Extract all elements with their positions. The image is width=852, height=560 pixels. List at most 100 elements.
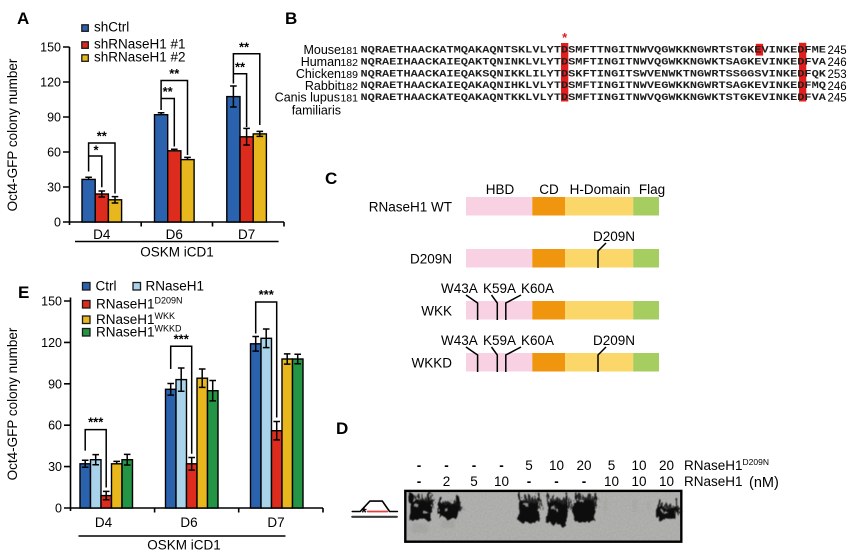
svg-text:WKKD: WKKD (412, 356, 453, 371)
svg-text:5: 5 (608, 458, 616, 473)
svg-text:-: - (417, 458, 422, 473)
svg-text:-: - (417, 474, 422, 489)
svg-text:10: 10 (631, 458, 646, 473)
svg-text:D209N: D209N (593, 229, 635, 244)
svg-text:0: 0 (55, 502, 62, 516)
svg-text:NQRAETHAACKAIEQAKSQNIKKLILYTDS: NQRAETHAACKAIEQAKSQNIKKLILYTDSKFTINGITSW… (361, 69, 826, 80)
svg-text:**: ** (169, 66, 180, 81)
svg-text:*: * (361, 504, 367, 520)
svg-text:181: 181 (340, 93, 358, 105)
svg-text:0: 0 (54, 216, 61, 230)
svg-text:20: 20 (576, 458, 591, 473)
svg-text:*: * (562, 30, 568, 45)
svg-text:**: ** (239, 40, 250, 55)
svg-text:K60A: K60A (521, 281, 554, 296)
svg-text:-: - (554, 474, 559, 489)
svg-text:D7: D7 (238, 227, 255, 242)
svg-text:CD: CD (539, 182, 559, 197)
svg-text:K59A: K59A (483, 281, 516, 296)
svg-text:150: 150 (40, 41, 61, 55)
svg-text:NQRAETHAACKAIEQAKAQNIHKLVLYTDS: NQRAETHAACKAIEQAKAQNIHKLVLYTDSMFTINGITNW… (361, 81, 826, 92)
svg-text:HBD: HBD (486, 182, 515, 197)
svg-text:5: 5 (470, 474, 478, 489)
svg-text:familiaris: familiaris (292, 104, 341, 118)
svg-text:RNaseH1WKKD: RNaseH1WKKD (96, 324, 182, 340)
svg-text:120: 120 (41, 336, 62, 350)
svg-text:D6: D6 (180, 515, 197, 530)
svg-text:Chicken: Chicken (296, 67, 341, 81)
svg-text:Ctrl: Ctrl (96, 279, 117, 294)
svg-text:246: 246 (828, 57, 847, 69)
svg-text:D4: D4 (95, 515, 113, 530)
svg-text:OSKM iCD1: OSKM iCD1 (147, 538, 221, 553)
svg-text:30: 30 (47, 181, 61, 195)
svg-text:WKK: WKK (421, 304, 452, 319)
svg-text:246: 246 (828, 81, 847, 93)
svg-text:K59A: K59A (483, 333, 516, 348)
svg-text:253: 253 (828, 69, 847, 81)
svg-text:245: 245 (828, 93, 847, 105)
svg-text:RNaseH1: RNaseH1 (684, 474, 743, 489)
svg-text:10: 10 (631, 474, 646, 489)
svg-text:-: - (582, 474, 587, 489)
svg-text:shRNaseH1 #1: shRNaseH1 #1 (94, 37, 186, 52)
svg-text:181: 181 (340, 45, 358, 57)
svg-text:5: 5 (525, 458, 533, 473)
svg-text:-: - (499, 458, 504, 473)
svg-text:Human: Human (301, 55, 341, 69)
svg-text:10: 10 (549, 458, 564, 473)
svg-text:245: 245 (828, 45, 847, 57)
svg-text:Rabbit: Rabbit (305, 79, 342, 93)
svg-text:***: *** (259, 287, 275, 302)
svg-text:**: ** (97, 129, 108, 144)
svg-text:150: 150 (41, 295, 62, 309)
svg-text:-: - (444, 458, 449, 473)
svg-text:2: 2 (443, 474, 451, 489)
svg-text:A: A (17, 9, 29, 28)
svg-text:E: E (18, 283, 29, 302)
svg-text:RNaseH1 WT: RNaseH1 WT (369, 200, 452, 215)
svg-text:D209N: D209N (593, 333, 635, 348)
svg-text:K60A: K60A (521, 333, 554, 348)
svg-text:90: 90 (48, 377, 62, 391)
svg-text:RNaseH1D209N: RNaseH1D209N (684, 457, 769, 473)
svg-text:-: - (472, 458, 477, 473)
svg-text:D209N: D209N (410, 252, 452, 267)
svg-text:**: ** (235, 60, 246, 75)
svg-text:*: * (93, 143, 99, 158)
svg-text:***: *** (88, 415, 104, 430)
svg-text:shRNaseH1 #2: shRNaseH1 #2 (94, 50, 186, 65)
svg-text:W43A: W43A (441, 333, 478, 348)
svg-text:Oct4-GFP colony number: Oct4-GFP colony number (5, 58, 20, 211)
svg-text:10: 10 (494, 474, 509, 489)
svg-text:90: 90 (47, 111, 61, 125)
svg-text:30: 30 (48, 460, 62, 474)
svg-text:**: ** (163, 84, 174, 99)
svg-text:***: *** (174, 331, 190, 346)
svg-text:NQRAETHAACKATEQAKAQNTKKLVLYTDS: NQRAETHAACKATEQAKAQNTKKLVLYTDSMFTINGITNW… (361, 93, 826, 104)
svg-text:NQRAETHAACKATMQAKAQNTSKLVLYTDS: NQRAETHAACKATMQAKAQNTSKLVLYTDSMFTTNGITNW… (361, 46, 826, 57)
svg-text:D4: D4 (93, 227, 111, 242)
svg-text:60: 60 (48, 419, 62, 433)
svg-text:120: 120 (40, 76, 61, 90)
svg-text:D: D (336, 419, 348, 438)
svg-text:182: 182 (340, 57, 358, 69)
svg-text:Flag: Flag (639, 182, 665, 197)
svg-text:RNaseH1: RNaseH1 (146, 279, 205, 294)
svg-text:Mouse: Mouse (303, 43, 341, 57)
svg-text:RNaseH1D209N: RNaseH1D209N (96, 296, 183, 312)
svg-text:W43A: W43A (441, 281, 478, 296)
svg-text:10: 10 (659, 474, 674, 489)
svg-text:189: 189 (340, 69, 358, 81)
svg-text:D7: D7 (267, 515, 284, 530)
svg-text:10: 10 (604, 474, 619, 489)
svg-text:C: C (325, 169, 337, 188)
svg-text:(nM): (nM) (749, 475, 779, 491)
svg-text:H-Domain: H-Domain (570, 182, 631, 197)
svg-text:B: B (285, 9, 297, 28)
svg-text:182: 182 (340, 81, 358, 93)
svg-text:shCtrl: shCtrl (94, 20, 129, 35)
svg-text:60: 60 (47, 146, 61, 160)
svg-text:-: - (527, 474, 532, 489)
svg-text:Oct4-GFP colony number: Oct4-GFP colony number (5, 327, 20, 480)
